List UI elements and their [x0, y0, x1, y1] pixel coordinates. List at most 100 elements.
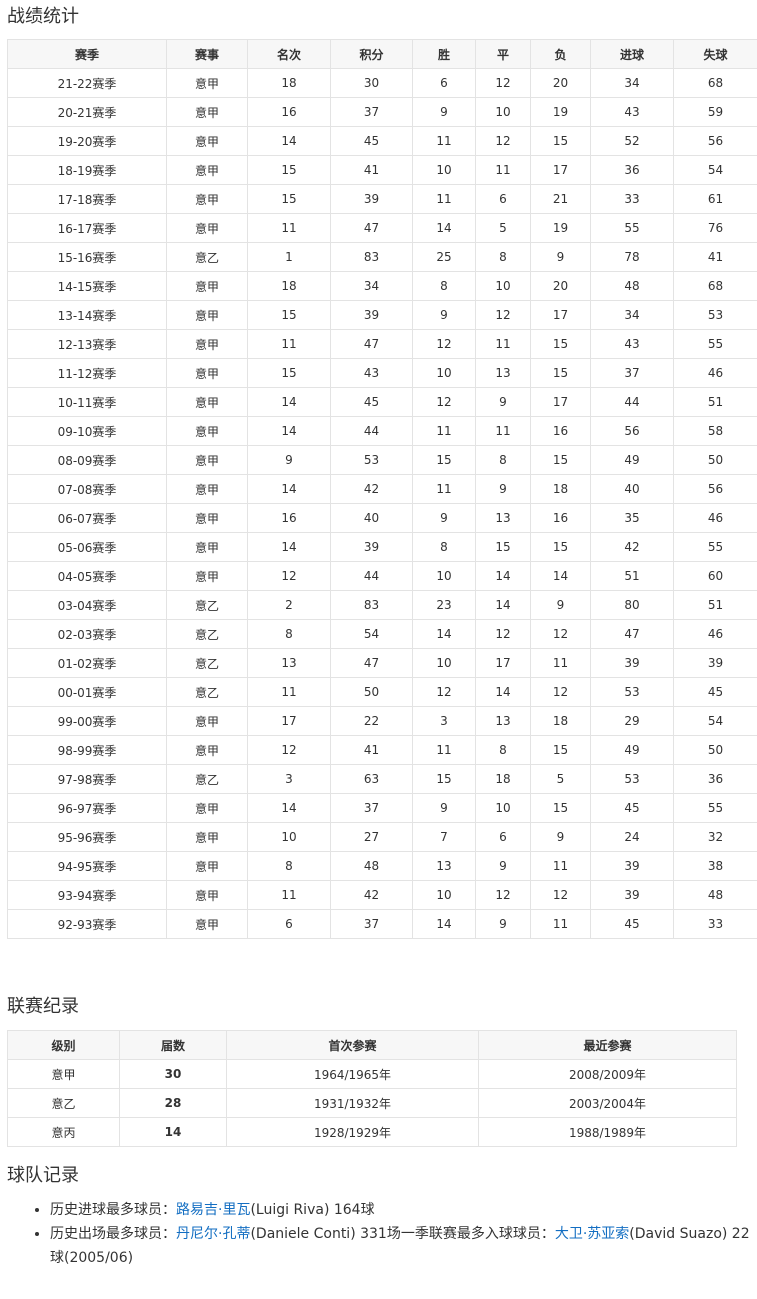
table-cell: 53 [590, 764, 674, 794]
table-cell: 14 [247, 532, 331, 562]
table-cell: 46 [673, 358, 757, 388]
table-cell: 18 [247, 271, 331, 301]
table-cell: 2008/2009年 [478, 1059, 737, 1089]
table-cell: 11 [412, 474, 476, 504]
table-row: 意乙 28 1931/1932年 2003/2004年 [7, 1088, 737, 1118]
player-link-luigi-riva[interactable]: 路易吉·里瓦 [176, 1202, 251, 1218]
table-cell: 18 [247, 68, 331, 98]
table-cell: 43 [330, 358, 413, 388]
table-cell: 意乙 [7, 1088, 120, 1118]
table-cell: 27 [330, 822, 413, 852]
table-cell: 17 [247, 706, 331, 736]
table-cell: 68 [673, 271, 757, 301]
table-cell: 17 [475, 648, 531, 678]
table-cell: 10 [412, 880, 476, 910]
table-cell: 16-17赛季 [7, 213, 167, 243]
table-cell: 14 [119, 1117, 227, 1147]
table-cell: 3 [247, 764, 331, 794]
table-cell: 53 [673, 300, 757, 330]
table-cell: 意甲 [166, 445, 248, 475]
table-row: 98-99赛季 意甲 12 41 11 8 15 49 50 [7, 735, 757, 765]
table-cell: 37 [330, 909, 413, 939]
table-cell: 10 [412, 358, 476, 388]
column-header: 负 [530, 39, 591, 69]
table-cell: 9 [475, 851, 531, 881]
table-row: 04-05赛季 意甲 12 44 10 14 14 51 60 [7, 561, 757, 591]
table-cell: 11 [247, 213, 331, 243]
table-cell: 15-16赛季 [7, 242, 167, 272]
table-cell: 18 [530, 474, 591, 504]
table-cell: 意乙 [166, 648, 248, 678]
table-cell: 13 [475, 503, 531, 533]
table-cell: 8 [475, 735, 531, 765]
table-cell: 45 [673, 677, 757, 707]
table-cell: 44 [590, 387, 674, 417]
table-cell: 意甲 [166, 503, 248, 533]
table-row: 02-03赛季 意乙 8 54 14 12 12 47 46 [7, 619, 757, 649]
table-cell: 58 [673, 416, 757, 446]
table-cell: 22 [330, 706, 413, 736]
table-cell: 14 [475, 561, 531, 591]
table-cell: 19 [530, 97, 591, 127]
league-section-title: 联赛纪录 [7, 996, 79, 1017]
table-cell: 37 [590, 358, 674, 388]
stats-section-title: 战绩统计 [7, 6, 79, 27]
table-cell: 8 [247, 851, 331, 881]
table-cell: 13 [475, 358, 531, 388]
table-cell: 14 [247, 416, 331, 446]
table-cell: 12 [412, 677, 476, 707]
table-cell: 13 [247, 648, 331, 678]
table-cell: 5 [475, 213, 531, 243]
table-cell: 意乙 [166, 764, 248, 794]
table-cell: 17-18赛季 [7, 184, 167, 214]
table-cell: 76 [673, 213, 757, 243]
table-cell: 45 [590, 793, 674, 823]
table-cell: 15 [530, 126, 591, 156]
player-link-daniele-conti[interactable]: 丹尼尔·孔蒂 [176, 1226, 251, 1242]
table-cell: 39 [590, 880, 674, 910]
table-cell: 39 [590, 851, 674, 881]
table-cell: 12 [530, 880, 591, 910]
table-cell: 60 [673, 561, 757, 591]
column-header: 失球 [673, 39, 757, 69]
table-cell: 12 [475, 619, 531, 649]
table-cell: 14 [247, 474, 331, 504]
table-cell: 15 [247, 300, 331, 330]
column-header: 赛事 [166, 39, 248, 69]
table-row: 09-10赛季 意甲 14 44 11 11 16 56 58 [7, 416, 757, 446]
table-cell: 10-11赛季 [7, 387, 167, 417]
table-cell: 9 [530, 590, 591, 620]
table-cell: 17 [530, 300, 591, 330]
table-cell: 15 [247, 184, 331, 214]
table-cell: 30 [119, 1059, 227, 1089]
table-cell: 55 [590, 213, 674, 243]
table-cell: 93-94赛季 [7, 880, 167, 910]
table-cell: 14 [530, 561, 591, 591]
table-cell: 意甲 [166, 68, 248, 98]
table-row: 00-01赛季 意乙 11 50 12 14 12 53 45 [7, 677, 757, 707]
table-row: 06-07赛季 意甲 16 40 9 13 16 35 46 [7, 503, 757, 533]
table-cell: 9 [412, 97, 476, 127]
table-cell: 15 [530, 735, 591, 765]
table-cell: 21 [530, 184, 591, 214]
table-cell: 11 [412, 184, 476, 214]
table-cell: 55 [673, 532, 757, 562]
table-cell: 15 [247, 358, 331, 388]
table-cell: 15 [530, 445, 591, 475]
table-row: 92-93赛季 意甲 6 37 14 9 11 45 33 [7, 909, 757, 939]
record-label: 历史进球最多球员： [50, 1202, 176, 1218]
table-cell: 11 [247, 677, 331, 707]
table-cell: 54 [673, 706, 757, 736]
column-header: 平 [475, 39, 531, 69]
player-link-david-suazo[interactable]: 大卫·苏亚索 [554, 1226, 630, 1242]
table-cell: 8 [412, 271, 476, 301]
table-cell: 30 [330, 68, 413, 98]
table-cell: 9 [475, 387, 531, 417]
table-cell: 2003/2004年 [478, 1088, 737, 1118]
table-cell: 16 [247, 503, 331, 533]
table-cell: 14-15赛季 [7, 271, 167, 301]
table-cell: 11 [475, 155, 531, 185]
table-cell: 28 [119, 1088, 227, 1118]
table-cell: 17 [530, 155, 591, 185]
table-row: 18-19赛季 意甲 15 41 10 11 17 36 54 [7, 155, 757, 185]
